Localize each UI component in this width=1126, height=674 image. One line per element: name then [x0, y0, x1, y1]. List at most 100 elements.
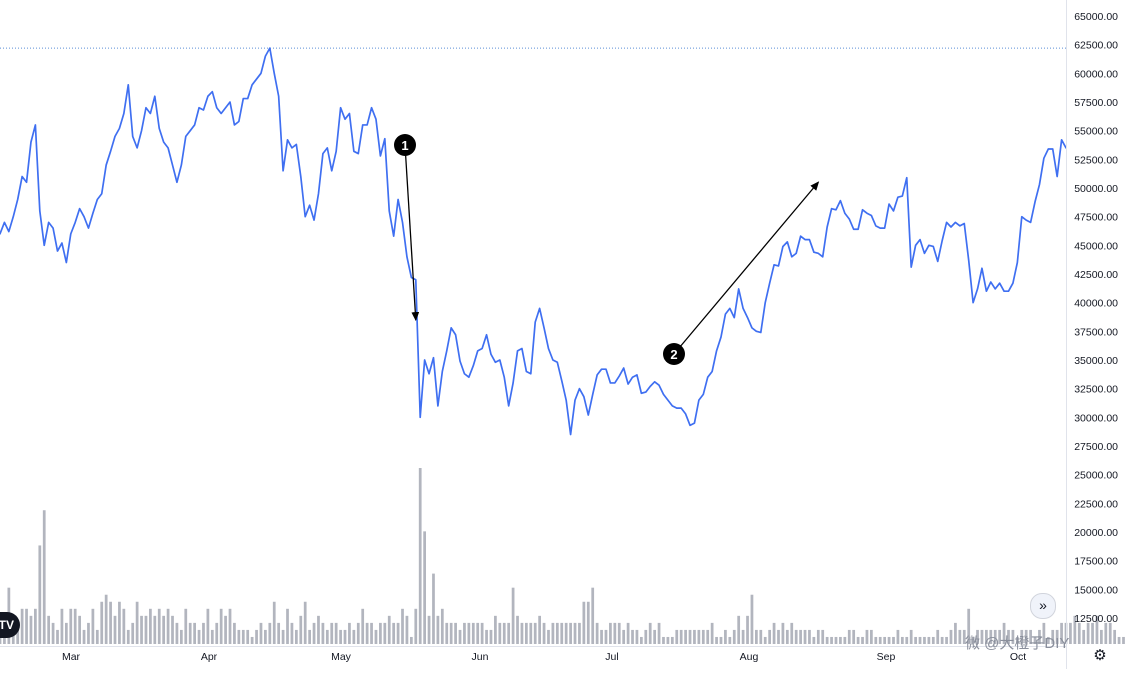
y-tick-label: 35000.00 [1074, 355, 1118, 367]
volume-bar [365, 622, 369, 644]
volume-bar [1055, 629, 1059, 644]
tradingview-logo[interactable]: TV [0, 612, 20, 638]
volume-bar [69, 608, 73, 644]
volume-bar [586, 601, 590, 644]
volume-bar [113, 615, 117, 644]
volume-bar [635, 629, 639, 644]
annotation-arrow [673, 181, 820, 355]
annotation-label: 1 [401, 138, 408, 153]
volume-bar [471, 622, 475, 644]
volume-bar [272, 601, 276, 644]
scroll-to-latest-button[interactable]: » [1030, 593, 1056, 619]
volume-bar [38, 545, 42, 644]
volume-bar [998, 629, 1002, 644]
volume-bar [409, 636, 413, 644]
volume-bar [524, 622, 528, 644]
volume-bar [865, 629, 869, 644]
price-line [0, 47, 1067, 436]
annotation-arrow [404, 144, 420, 322]
volume-bar [697, 629, 701, 644]
settings-gear-icon[interactable]: ⚙ [1093, 647, 1107, 664]
volume-bar [547, 629, 550, 644]
volume-bar [498, 622, 502, 644]
volume-bar [445, 622, 449, 644]
volume-bar [228, 608, 232, 644]
volume-bar [502, 622, 506, 644]
volume-bar [149, 608, 152, 644]
volume-bar [688, 629, 692, 644]
volume-bar [741, 629, 745, 644]
volume-bar [78, 615, 81, 644]
annotation-marker [663, 343, 685, 365]
volume-bar [144, 615, 148, 644]
volume-bar [1011, 629, 1015, 644]
volume-bar [640, 636, 643, 644]
volume-bar [940, 636, 944, 644]
volume-bar [617, 622, 621, 644]
volume-bar [153, 615, 157, 644]
volume-bar [839, 636, 842, 644]
y-tick-label: 20000.00 [1074, 527, 1118, 539]
volume-bar [1046, 636, 1050, 644]
volume-bar [914, 636, 917, 644]
volume-bar [794, 629, 798, 644]
volume-bar [936, 629, 940, 644]
volume-bar [830, 636, 833, 644]
volume-bar [1073, 615, 1077, 644]
x-tick-label: Jun [472, 651, 489, 663]
volume-bar [1104, 622, 1108, 644]
volume-bar [918, 636, 922, 644]
volume-bar [42, 510, 46, 644]
volume-bar [560, 622, 564, 644]
volume-bar [1082, 629, 1086, 644]
time-axis[interactable]: Mar Apr May Jun Jul Aug Sep Oct [0, 646, 1066, 664]
volume-bar [675, 629, 679, 644]
volume-bar [516, 615, 519, 644]
volume-bar [82, 629, 86, 644]
volume-bar [622, 629, 626, 644]
volume-bar [241, 629, 245, 644]
volume-bar [759, 629, 763, 644]
volume-bar [569, 622, 572, 644]
volume-bar [905, 636, 909, 644]
volume-bar [162, 615, 166, 644]
volume-bar [485, 629, 488, 644]
y-tick-label: 50000.00 [1074, 183, 1118, 195]
volume-bar [1051, 629, 1055, 644]
volume-bar [480, 622, 484, 644]
volume-bar [931, 636, 935, 644]
volume-bar [1117, 636, 1121, 644]
volume-bar [356, 622, 360, 644]
volume-bar [679, 629, 683, 644]
y-tick-label: 47500.00 [1074, 212, 1118, 224]
volume-bar [803, 629, 807, 644]
y-tick-label: 55000.00 [1074, 126, 1118, 138]
x-tick-label: Apr [201, 651, 218, 663]
volume-bar [432, 573, 435, 644]
volume-bar [834, 636, 838, 644]
volume-bar [60, 608, 64, 644]
price-axis[interactable]: 65000.00 62500.00 60000.00 57500.00 55000.00… [1066, 0, 1119, 669]
volume-bar [993, 629, 997, 644]
volume-bar [923, 636, 926, 644]
volume-bar [219, 608, 223, 644]
volume-bar [715, 636, 718, 644]
volume-bar [374, 629, 378, 644]
volume-bar [418, 468, 422, 644]
volume-bar [454, 622, 457, 644]
volume-bar [980, 629, 984, 644]
volume-bar [20, 608, 24, 644]
volume-bar [401, 608, 404, 644]
volume-bar [768, 629, 772, 644]
volume-bar [100, 601, 104, 644]
volume-bar [755, 629, 758, 644]
volume-bar [710, 622, 714, 644]
volume-bar [476, 622, 480, 644]
volume-bar [507, 622, 511, 644]
volume-bar [202, 622, 205, 644]
volume-bar [701, 629, 705, 644]
volume-bar [51, 622, 55, 644]
volume-bar [648, 622, 652, 644]
